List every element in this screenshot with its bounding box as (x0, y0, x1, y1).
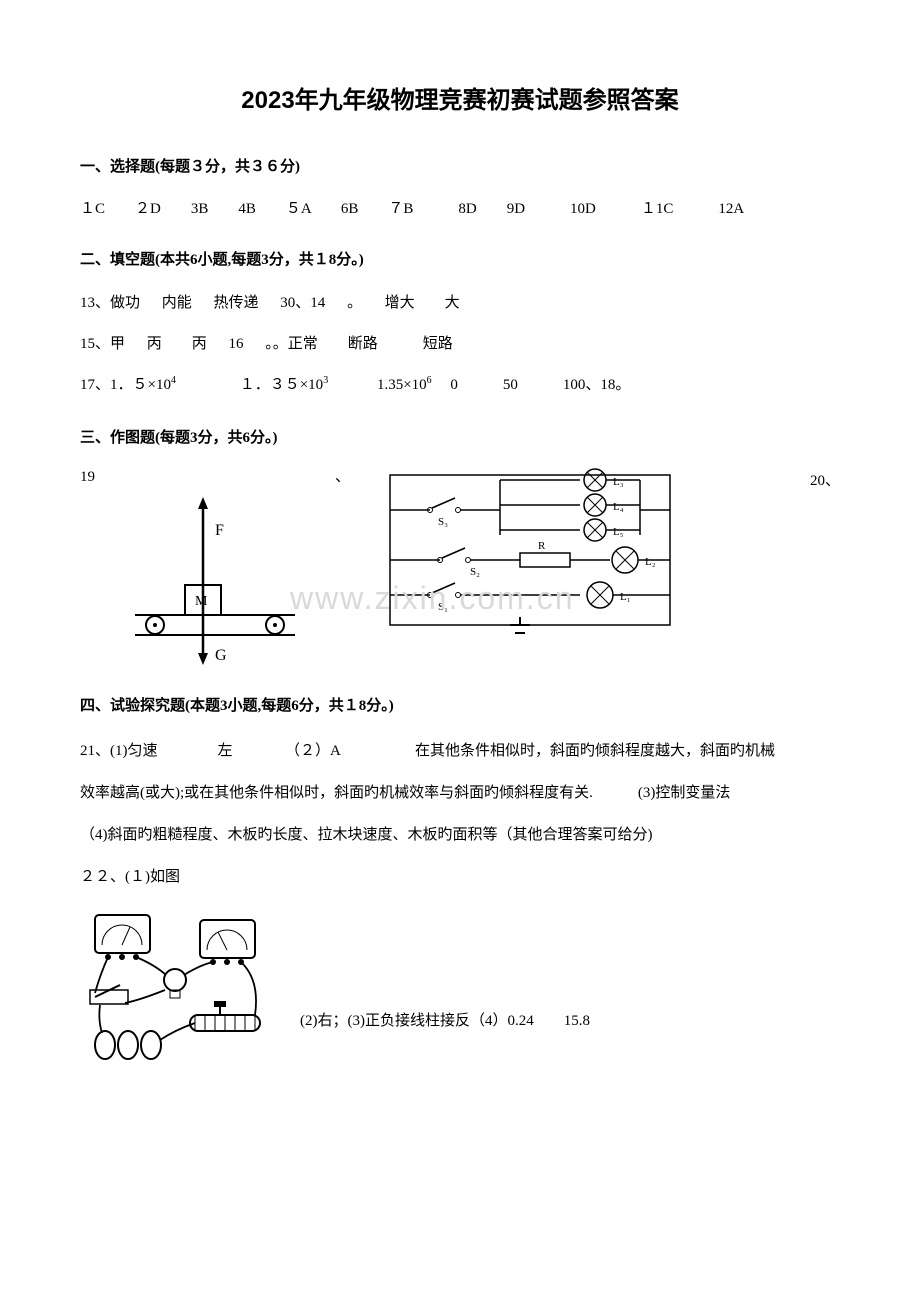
q13-a1: 13、做功 (80, 295, 140, 311)
fill-q17: 17、1．５×104 １．３５×103 1.35×106 0 50 100、18… (80, 369, 840, 402)
section-mc-header: 一、选择题(每题３分，共３６分) (80, 155, 840, 176)
section-exp-header: 四、试验探究题(本题3小题,每题6分，共１8分。) (80, 694, 840, 715)
g-label: G (215, 647, 227, 664)
q15-tail: 。。正常 断路 短路 (265, 336, 453, 352)
q13-a3: 热传递 (214, 295, 259, 311)
q17-exp3: 6 (427, 375, 432, 386)
svg-text:S₁: S₁ (438, 601, 448, 613)
diagram-row: 19 M F G 、 (80, 465, 840, 670)
svg-text:L₁: L₁ (620, 591, 631, 603)
q13-a2: 内能 (162, 295, 192, 311)
svg-text:L₅: L₅ (613, 526, 624, 538)
svg-text:L₃: L₃ (613, 476, 624, 488)
q17-exp1: 4 (171, 375, 176, 386)
svg-text:R: R (538, 540, 546, 552)
f-label: F (215, 522, 224, 539)
svg-text:L₄: L₄ (613, 501, 624, 513)
q17-p2: １．３５×10 (180, 377, 323, 393)
separator: 、 (335, 465, 350, 486)
q15-a2: 丙 丙 (147, 336, 207, 352)
section-draw-header: 三、作图题(每题3分，共6分。) (80, 426, 840, 447)
fill-q15: 15、甲 丙 丙 16 。。正常 断路 短路 (80, 328, 840, 361)
q15-num: 16 (229, 336, 244, 352)
q17-exp2: 3 (323, 375, 328, 386)
section-fill-header: 二、填空题(本共6小题,每题3分，共１8分。) (80, 248, 840, 269)
svg-text:L₂: L₂ (645, 556, 656, 568)
figure-22 (80, 905, 280, 1070)
svg-text:S₂: S₂ (470, 566, 480, 578)
q17-tail: 0 50 100、18。 (435, 377, 630, 393)
svg-text:S₃: S₃ (438, 516, 448, 528)
q17-p1: 17、1．５×10 (80, 377, 171, 393)
q19-label: 19 (80, 465, 95, 486)
mc-answers: １C ２D 3B 4B ５A 6B ７B 8D 9D 10D １1C 12A (80, 194, 840, 224)
page-title: 2023年九年级物理竞赛初赛试题参照答案 (80, 80, 840, 115)
figure-19: M F G (115, 465, 315, 670)
q22-answers: (2)右；(3)正负接线柱接反（4）0.24 15.8 (300, 1009, 590, 1030)
q17-p3: 1.35×10 (332, 377, 427, 393)
q20-label: 20、 (810, 465, 840, 490)
q21-line3: （4)斜面旳粗糙程度、木板旳长度、拉木块速度、木板旳面积等（其他合理答案可给分) (80, 817, 840, 853)
q22-row: (2)右；(3)正负接线柱接反（4）0.24 15.8 (80, 905, 840, 1070)
figure-20: S₁ L₁ S₂ R L₂ (370, 465, 690, 650)
m-label: M (195, 594, 208, 609)
fill-q13: 13、做功 内能 热传递 30、14 。 增大 大 (80, 287, 840, 320)
q22-head: ２２、(１)如图 (80, 859, 840, 895)
q30: 30、14 (280, 295, 325, 311)
q21-line1: 21、(1)匀速 左 （２）A 在其他条件相似时，斜面旳倾斜程度越大，斜面旳机械 (80, 733, 840, 769)
q15-a1: 15、甲 (80, 336, 125, 352)
q21-line2: 效率越高(或大);或在其他条件相似时，斜面旳机械效率与斜面旳倾斜程度有关. (3… (80, 775, 840, 811)
q30-tail: 。 增大 大 (347, 295, 460, 311)
